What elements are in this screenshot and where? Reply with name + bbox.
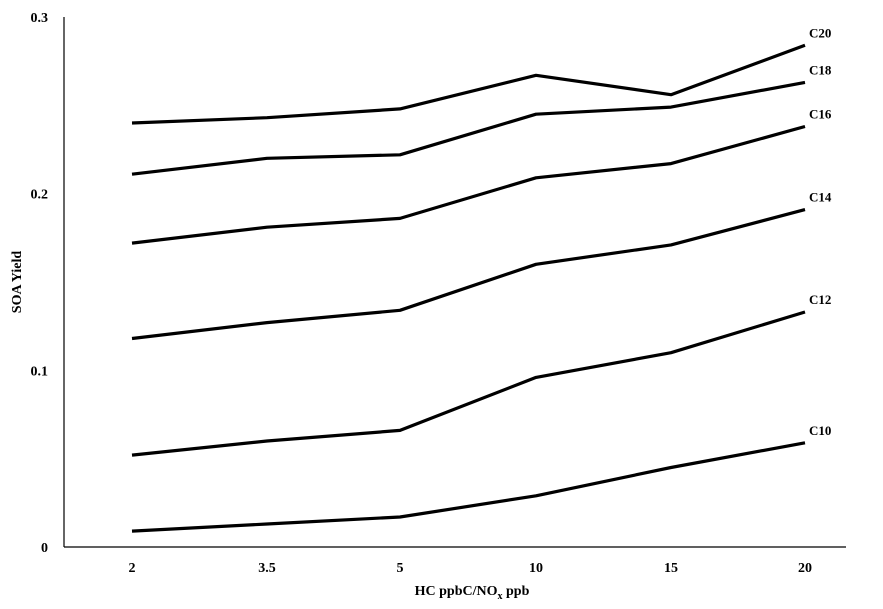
series-line-c20 [131,43,806,125]
x-tick-label: 3.5 [258,561,276,576]
x-axis-title-main: HC ppbC/NO [415,584,498,599]
series-line-c12 [131,310,806,457]
x-tick-label: 2 [129,561,136,576]
series-line-c10 [131,441,806,533]
series-line-c18 [131,80,806,176]
x-tick-label: 20 [798,561,812,576]
series-label-c20: C20 [809,25,831,40]
series-labels: C10 C12 C14 C16 C18 C20 [809,25,832,438]
series-label-c14: C14 [809,190,832,205]
x-axis-title-subscript: x [498,591,503,602]
series-label-c12: C12 [809,292,831,307]
y-tick-label: 0.1 [31,364,49,379]
series-label-c10: C10 [809,423,831,438]
y-tick-label: 0.2 [31,188,49,203]
axes [63,17,846,548]
y-tick-label: 0 [41,541,48,556]
series-line-c14 [131,208,806,341]
y-tick-label: 0.3 [31,11,49,26]
y-axis-title: SOA Yield [10,251,25,314]
y-tick-labels: 0 0.1 0.2 0.3 [31,11,49,556]
x-tick-label: 15 [664,561,678,576]
series-label-c18: C18 [809,62,832,77]
series-line-c16 [131,124,806,245]
x-tick-label: 5 [397,561,404,576]
x-axis-title: HC ppbC/NOx ppb [415,584,530,602]
series-label-c16: C16 [809,107,832,122]
series-lines [131,43,806,533]
x-tick-label: 10 [529,561,543,576]
x-axis-title-suffix: ppb [503,584,530,599]
x-tick-labels: 2 3.5 5 10 15 20 [129,561,813,576]
